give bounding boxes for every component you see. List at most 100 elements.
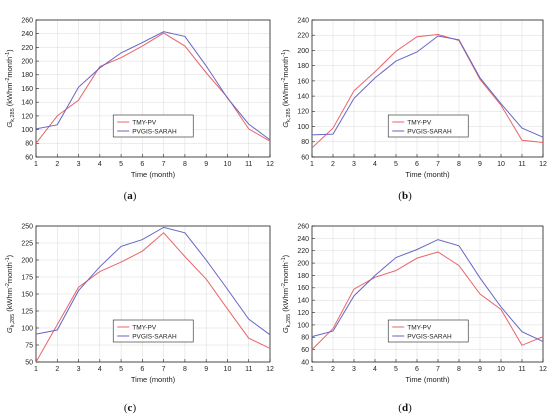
panel-caption: (d): [398, 402, 412, 414]
panel-caption-part: (: [124, 402, 128, 414]
y-tick-label: 220: [297, 33, 309, 40]
series-line-pvgis-sarah: [311, 35, 544, 138]
x-tick-label: 3: [77, 161, 81, 168]
y-axis-label-part: G: [5, 122, 14, 128]
legend-box: [112, 319, 194, 343]
legend-label: TMY-PV: [407, 119, 432, 126]
y-axis-label-part: -1: [5, 257, 11, 262]
y-tick-label: 140: [297, 298, 309, 305]
y-tick-label: 80: [301, 139, 309, 146]
y-tick-label: 180: [21, 72, 33, 79]
x-tick-label: 2: [331, 366, 335, 373]
x-tick-label: 4: [98, 161, 102, 168]
series-line-pvgis-sarah: [311, 239, 544, 343]
x-tick-label: 8: [183, 366, 187, 373]
legend-label: TMY-PV: [132, 324, 157, 331]
y-tick-label: 240: [21, 31, 33, 38]
x-tick-label: 7: [162, 161, 166, 168]
y-tick-label: 150: [21, 291, 33, 298]
x-tick-label: 2: [55, 366, 59, 373]
y-tick-label: 200: [297, 48, 309, 55]
x-tick-label: 9: [204, 161, 208, 168]
panel-caption-part: (: [124, 190, 128, 202]
y-tick-label: 80: [301, 335, 309, 342]
x-tick-label: 12: [539, 161, 547, 168]
series-line-tmy-pv: [35, 232, 271, 363]
y-axis-label: Gk,285 (kWhm-2month-1): [281, 49, 292, 128]
x-tick-label: 5: [394, 366, 398, 373]
y-axis-label-part: k,285: [10, 314, 16, 327]
y-axis-label-part: -1: [5, 52, 11, 57]
x-tick-label: 11: [518, 161, 525, 168]
x-tick-label: 3: [352, 161, 356, 168]
panel-caption: (a): [124, 190, 137, 202]
x-tick-label: 5: [119, 366, 123, 373]
y-axis-label-part: -2: [5, 78, 11, 83]
y-tick-label: 120: [297, 310, 309, 317]
x-tick-label: 1: [34, 161, 38, 168]
panel-caption-part: ): [133, 190, 137, 202]
x-tick-label: 8: [457, 161, 461, 168]
series-line-tmy-pv: [311, 33, 544, 149]
y-axis-label: Gk,285 (kWhm-2month-1): [5, 49, 16, 128]
panel-caption-part: ): [408, 190, 412, 202]
y-tick-label: 120: [297, 109, 309, 116]
y-tick-label: 140: [297, 94, 309, 101]
x-tick-label: 3: [352, 366, 356, 373]
y-tick-label: 180: [297, 273, 309, 280]
y-tick-label: 200: [21, 257, 33, 264]
legend-label: TMY-PV: [132, 119, 157, 126]
y-axis-label-part: -1: [281, 52, 287, 57]
x-tick-label: 11: [518, 366, 525, 373]
y-axis-label-part: k,285: [286, 108, 292, 121]
y-axis-label-part: -2: [5, 283, 11, 288]
series-line-pvgis-sarah: [35, 31, 271, 141]
y-tick-label: 100: [297, 124, 309, 131]
panel-caption-part: ): [132, 402, 136, 414]
x-tick-label: 8: [457, 366, 461, 373]
y-axis-label-part: k,285: [10, 108, 16, 121]
x-tick-label: 6: [140, 366, 144, 373]
x-tick-label: 10: [224, 161, 232, 168]
y-axis-label-part: G: [281, 327, 290, 333]
x-tick-label: 8: [183, 161, 187, 168]
y-tick-label: 60: [301, 347, 309, 354]
x-tick-label: 5: [394, 161, 398, 168]
panel-caption-part: b: [402, 190, 408, 202]
legend-label: PVGIS-SARAH: [407, 333, 452, 340]
legend-label: PVGIS-SARAH: [132, 128, 177, 135]
x-tick-label: 12: [266, 366, 274, 373]
x-tick-label: 6: [140, 161, 144, 168]
y-axis-label-part: G: [281, 122, 290, 128]
x-tick-label: 4: [373, 161, 377, 168]
series-line-pvgis-sarah: [35, 226, 271, 336]
y-tick-label: 160: [297, 78, 309, 85]
y-tick-label: 200: [297, 260, 309, 267]
x-tick-label: 12: [539, 366, 547, 373]
y-tick-label: 175: [21, 274, 33, 281]
panel-caption-part: a: [127, 190, 133, 202]
legend-label: PVGIS-SARAH: [407, 128, 452, 135]
y-axis-label-part: G: [5, 327, 14, 333]
y-axis-label-part: (kWhm: [281, 82, 290, 108]
x-tick-label: 6: [415, 366, 419, 373]
y-tick-label: 100: [21, 127, 33, 134]
x-tick-label: 1: [310, 161, 314, 168]
panel-caption-part: (: [398, 402, 402, 414]
y-tick-label: 140: [21, 100, 33, 107]
y-tick-label: 60: [301, 154, 309, 161]
y-axis-label-part: (kWhm: [281, 288, 290, 314]
series-line-tmy-pv: [311, 251, 544, 350]
y-axis-label-part: ): [281, 49, 290, 52]
x-tick-label: 2: [331, 161, 335, 168]
x-tick-label: 9: [204, 366, 208, 373]
plot-frame: [311, 225, 544, 363]
x-tick-label: 4: [373, 366, 377, 373]
y-tick-label: 160: [21, 86, 33, 93]
y-tick-label: 75: [25, 342, 33, 349]
y-tick-label: 125: [21, 308, 33, 315]
y-axis-label-part: month: [5, 57, 14, 78]
